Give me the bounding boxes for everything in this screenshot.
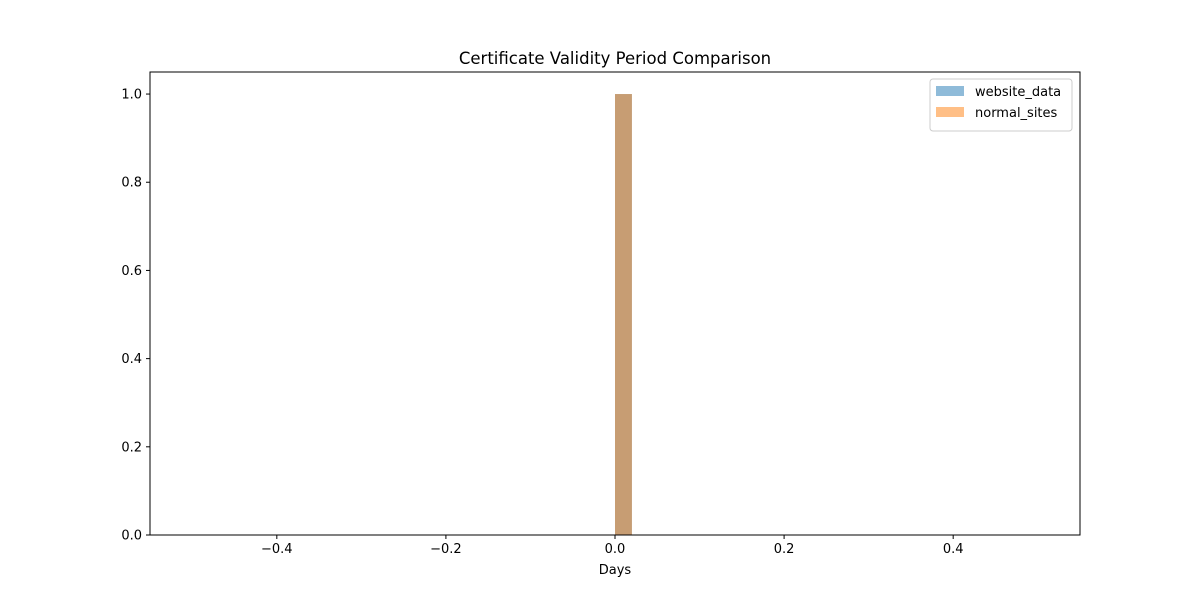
legend: website_data normal_sites [929, 78, 1073, 132]
legend-label: normal_sites [975, 106, 1058, 121]
bar-normal_sites-0 [615, 94, 632, 536]
chart-title: Certificate Validity Period Comparison [459, 49, 771, 68]
x-axis-label: Days [599, 563, 632, 578]
x-tick-label: 0.0 [605, 542, 626, 557]
y-tick-label: 0.0 [121, 529, 142, 544]
x-tick-label: −0.4 [261, 542, 293, 557]
y-tick-label: 1.0 [121, 88, 142, 103]
y-tick-label: 0.2 [121, 440, 142, 455]
y-tick-label: 0.6 [121, 264, 142, 279]
y-tick-label: 0.8 [121, 176, 142, 191]
legend-swatch-normal_sites [936, 107, 964, 117]
y-tick-label: 0.4 [121, 352, 142, 367]
y-axis: 0.0 0.2 0.4 0.6 0.8 1.0 [121, 88, 150, 544]
legend-swatch-website_data [936, 86, 964, 96]
x-axis: −0.4 −0.2 0.0 0.2 0.4 [261, 535, 964, 557]
legend-box [929, 78, 1073, 132]
x-tick-label: 0.2 [774, 542, 795, 557]
bars-layer [615, 94, 632, 536]
x-tick-label: 0.4 [943, 542, 964, 557]
legend-label: website_data [975, 85, 1061, 100]
x-tick-label: −0.2 [430, 542, 462, 557]
